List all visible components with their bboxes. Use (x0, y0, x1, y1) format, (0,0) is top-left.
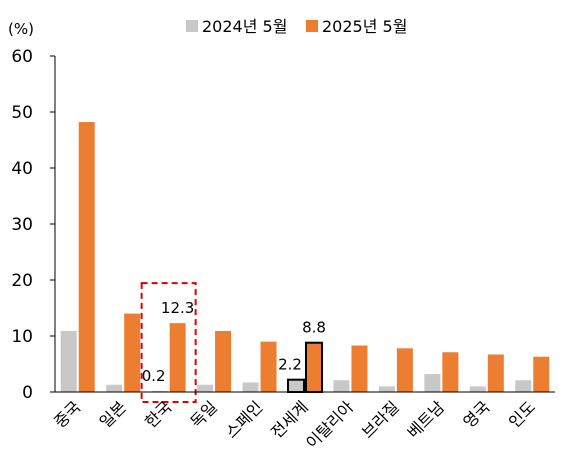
y-tick-label-30: 30 (11, 215, 33, 235)
bar-2025년-5월-스페인 (260, 341, 277, 392)
x-category-label-독일: 독일 (187, 397, 221, 431)
x-category-label-스페인: 스페인 (222, 397, 267, 442)
highlight-box-한국 (140, 282, 197, 403)
x-category-label-베트남: 베트남 (404, 397, 449, 442)
bar-2025년-5월-전세계 (305, 341, 323, 393)
bar-2024년-5월-일본 (106, 384, 123, 392)
bar-2025년-5월-일본 (124, 313, 141, 392)
y-tick-label-20: 20 (11, 271, 33, 291)
data-label-한국-s0: 0.2 (142, 367, 166, 385)
data-label-전세계-s1: 8.8 (302, 319, 326, 337)
bar-2024년-5월-한국 (151, 390, 168, 392)
bar-2025년-5월-이탈리아 (351, 345, 368, 392)
bar-2024년-5월-브라질 (378, 386, 395, 392)
bar-2024년-5월-인도 (515, 380, 532, 392)
bar-2025년-5월-한국 (169, 323, 186, 392)
x-category-label-일본: 일본 (96, 397, 130, 431)
bar-2024년-5월-중국 (60, 330, 77, 392)
legend-label-2025: 2025년 5월 (322, 17, 407, 36)
data-label-한국-s1: 12.3 (161, 299, 194, 317)
bar-2024년-5월-이탈리아 (333, 380, 350, 392)
bars (60, 122, 550, 393)
x-category-label-인도: 인도 (505, 397, 539, 431)
x-category-label-이탈리아: 이탈리아 (302, 397, 357, 452)
y-tick-label-40: 40 (11, 159, 33, 179)
data-label-전세계-s0: 2.2 (278, 356, 302, 374)
highlights (140, 282, 197, 403)
y-axis-unit: (%) (8, 20, 34, 38)
y-tick-label-0: 0 (22, 383, 33, 403)
bar-2024년-5월-베트남 (424, 374, 441, 392)
legend-swatch-2024 (186, 20, 198, 32)
bar-2024년-5월-전세계 (287, 378, 305, 393)
y-tick-label-50: 50 (11, 103, 33, 123)
bar-2024년-5월-스페인 (242, 382, 259, 392)
bar-2025년-5월-인도 (533, 356, 550, 392)
y-tick-label-60: 60 (11, 47, 33, 67)
legend-swatch-2025 (306, 20, 318, 32)
data-labels: 0.2 12.3 2.2 8.8 (142, 299, 326, 385)
bar-2024년-5월-독일 (197, 384, 214, 392)
x-category-label-중국: 중국 (50, 397, 84, 431)
legend-label-2024: 2024년 5월 (202, 17, 287, 36)
x-category-label-브라질: 브라질 (358, 397, 403, 442)
y-tick-label-10: 10 (11, 327, 33, 347)
bar-2025년-5월-독일 (215, 330, 232, 392)
legend: 2024년 5월 2025년 5월 (186, 17, 407, 36)
bar-2025년-5월-베트남 (442, 352, 459, 392)
y-axis-ticks: 0 10 20 30 40 50 60 (11, 47, 55, 403)
bar-2025년-5월-브라질 (396, 348, 413, 392)
bar-2025년-5월-영국 (487, 354, 504, 392)
x-category-label-영국: 영국 (459, 397, 493, 431)
bar-2025년-5월-중국 (78, 122, 95, 392)
bar-2024년-5월-영국 (469, 386, 486, 392)
